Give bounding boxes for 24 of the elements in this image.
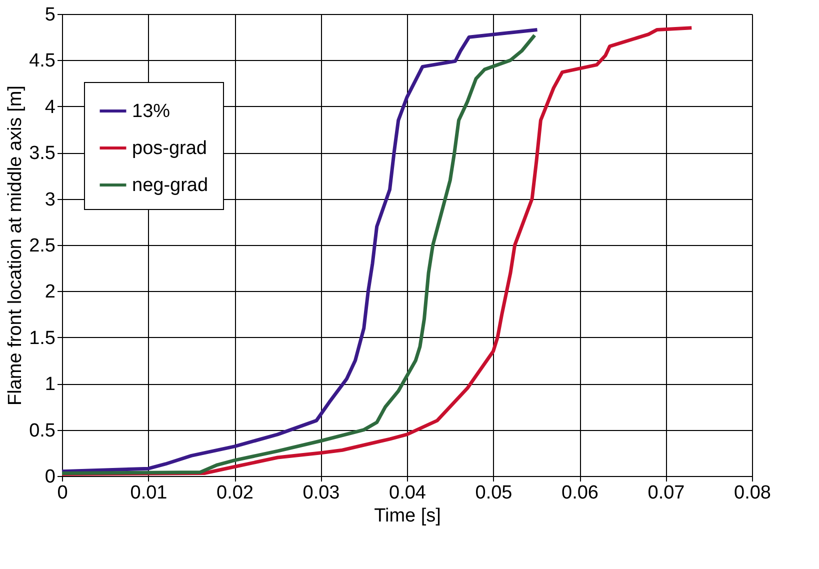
y-tick-label: 0.5 [29,420,56,442]
legend-label: 13% [132,101,170,122]
y-tick-label: 0 [44,466,56,488]
y-tick-label: 3 [44,189,56,210]
y-tick-label: 2.5 [29,236,56,256]
y-tick-label: 1 [44,374,56,396]
x-tick-label: 0.01 [130,482,168,504]
y-tick-label: 4.5 [29,50,56,72]
x-tick-label: 0.02 [216,482,254,504]
y-tick-label: 3.5 [29,143,56,164]
y-tick-label: 4 [44,96,56,118]
x-tick-label: 0.03 [302,482,340,504]
legend-label: neg-grad [132,175,208,196]
x-tick-label: 0.06 [562,482,598,504]
x-tick-label: 0.04 [389,482,426,504]
legend-label: pos-grad [132,138,207,159]
y-tick-label: 2 [44,282,56,303]
y-tick-label: 1.5 [29,328,56,349]
x-axis-title: Time [s] [374,506,441,526]
x-tick-label: 0.08 [734,482,771,504]
x-tick-label: 0.07 [648,482,685,504]
y-axis-title: Flame front location at middle axis [m] [5,86,26,406]
y-tick-label: 5 [44,4,56,26]
x-tick-label: 0.05 [475,482,512,504]
